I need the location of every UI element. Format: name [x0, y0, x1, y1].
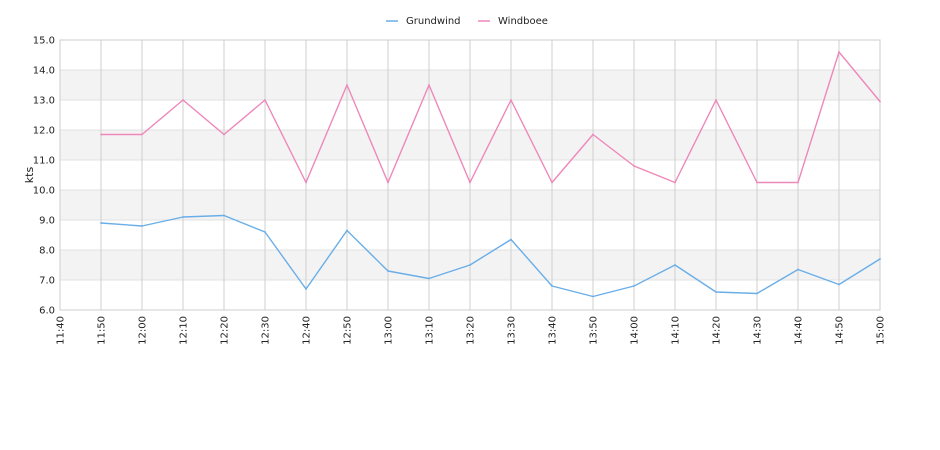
- grid-lines: [59, 39, 881, 311]
- legend: Grundwind Windboee: [386, 16, 548, 27]
- data-point-windboee: [141, 133, 143, 136]
- plot-frame: [59, 39, 881, 311]
- data-point-grundwind: [100, 222, 102, 224]
- series-line-windboee: [101, 51, 881, 184]
- data-point-grundwind: [715, 291, 717, 293]
- data-point-grundwind: [879, 258, 881, 260]
- y-tick-label: 13.0: [33, 96, 55, 107]
- y-tick-label: 6.0: [39, 306, 55, 317]
- data-point-grundwind: [387, 270, 389, 272]
- data-point-grundwind: [346, 229, 348, 232]
- x-tick-label: 14:20: [712, 316, 723, 345]
- legend-label-grundwind: Grundwind: [406, 16, 461, 27]
- y-tick-label: 11.0: [33, 156, 55, 167]
- x-tick-label: 14:40: [794, 316, 805, 345]
- y-tick-label: 15.0: [33, 36, 55, 47]
- data-point-windboee: [551, 181, 553, 184]
- data-point-grundwind: [838, 283, 840, 286]
- y-tick-label: 7.0: [39, 276, 55, 287]
- y-tick-label: 12.0: [33, 126, 55, 137]
- x-tick-label: 13:10: [425, 316, 436, 345]
- x-tick-label: 13:00: [384, 316, 395, 345]
- data-point-windboee: [715, 99, 717, 101]
- data-point-grundwind: [592, 295, 594, 298]
- x-axis-ticks: 11:40 11:50 12:00 12:10 12:20 12:30 12:40 12:50…: [56, 316, 887, 345]
- y-tick-label: 14.0: [33, 66, 55, 77]
- data-point-windboee: [756, 181, 758, 184]
- x-tick-label: 12:50: [343, 316, 354, 345]
- data-point-grundwind: [305, 288, 307, 290]
- x-tick-label: 13:50: [589, 316, 600, 345]
- data-point-windboee: [510, 99, 512, 101]
- data-point-windboee: [223, 133, 225, 136]
- data-point-grundwind: [510, 238, 512, 241]
- x-tick-label: 13:30: [507, 316, 518, 345]
- x-tick-label: 14:10: [671, 316, 682, 345]
- data-point-grundwind: [633, 285, 635, 287]
- x-tick-label: 14:50: [835, 316, 846, 345]
- y-tick-label: 8.0: [39, 246, 55, 257]
- data-point-windboee: [469, 181, 471, 184]
- data-point-grundwind: [756, 292, 758, 295]
- y-axis-ticks: 6.0 7.0 8.0 9.0 10.0 11.0 12.0 13.0 14.0 15.0: [33, 36, 55, 317]
- data-point-windboee: [182, 99, 184, 101]
- data-point-grundwind: [264, 231, 266, 233]
- data-point-grundwind: [141, 225, 143, 227]
- data-point-grundwind: [223, 214, 225, 217]
- x-tick-label: 11:50: [97, 316, 108, 345]
- y-tick-label: 10.0: [33, 186, 55, 197]
- data-point-grundwind: [674, 264, 676, 266]
- y-axis-label: kts: [23, 167, 36, 184]
- series-group: [100, 51, 881, 298]
- x-tick-label: 12:30: [261, 316, 272, 345]
- x-tick-label: 12:10: [179, 316, 190, 345]
- data-point-windboee: [387, 181, 389, 184]
- data-point-windboee: [428, 84, 430, 86]
- series-line-grundwind: [100, 214, 881, 298]
- data-point-grundwind: [469, 264, 471, 266]
- data-point-windboee: [674, 181, 676, 184]
- x-tick-label: 12:20: [220, 316, 231, 345]
- data-point-grundwind: [551, 285, 553, 287]
- data-point-grundwind: [182, 216, 184, 218]
- legend-label-windboee: Windboee: [498, 16, 548, 27]
- data-point-windboee: [592, 133, 594, 136]
- data-point-windboee: [264, 99, 266, 101]
- data-point-windboee: [633, 165, 635, 167]
- data-point-windboee: [838, 51, 840, 53]
- x-tick-label: 13:20: [466, 316, 477, 345]
- data-point-windboee: [797, 181, 799, 184]
- data-point-windboee: [305, 181, 307, 184]
- data-point-grundwind: [428, 277, 430, 280]
- x-tick-label: 12:40: [302, 316, 313, 345]
- data-point-windboee: [346, 84, 348, 86]
- x-tick-label: 13:40: [548, 316, 559, 345]
- y-tick-label: 9.0: [39, 216, 55, 227]
- x-tick-label: 14:30: [753, 316, 764, 345]
- data-point-grundwind: [797, 268, 799, 271]
- data-point-windboee: [100, 133, 102, 136]
- x-tick-label: 12:00: [138, 316, 149, 345]
- x-tick-label: 15:00: [876, 316, 887, 345]
- data-point-windboee: [879, 100, 881, 103]
- x-tick-label: 14:00: [630, 316, 641, 345]
- x-tick-label: 11:40: [56, 316, 67, 345]
